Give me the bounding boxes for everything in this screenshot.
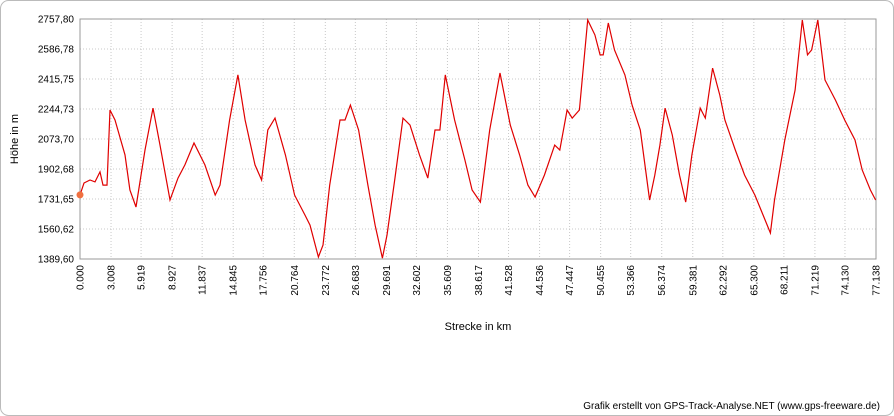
x-tick-label: 59.381 (688, 265, 699, 296)
y-tick-label: 1902,68 (38, 164, 75, 175)
start-marker (76, 191, 84, 199)
y-tick-label: 1389,60 (38, 255, 75, 266)
x-tick-label: 0.000 (76, 265, 87, 290)
x-tick-label: 23.772 (321, 265, 332, 296)
y-tick-label: 2073,70 (38, 135, 75, 146)
x-tick-label: 35.609 (443, 265, 454, 296)
y-tick-label: 2757,80 (38, 15, 75, 26)
plot-border (79, 18, 877, 260)
x-tick-label: 62.292 (718, 265, 729, 296)
x-tick-label: 71.219 (810, 265, 821, 296)
x-tick-label: 14.845 (229, 265, 240, 296)
y-tick-label: 1731,65 (38, 195, 75, 206)
x-tick-label: 8.927 (168, 265, 179, 290)
x-tick-label: 5.919 (137, 265, 148, 290)
x-tick-label: 17.756 (259, 265, 270, 296)
x-tick-label: 74.130 (840, 265, 851, 296)
x-tick-label: 65.300 (749, 265, 760, 296)
x-tick-label: 11.837 (198, 265, 209, 295)
x-tick-label: 32.602 (412, 265, 423, 296)
x-tick-label: 56.374 (657, 265, 668, 296)
x-tick-label: 50.455 (596, 265, 607, 296)
y-tick-label: 2586,78 (38, 44, 75, 55)
x-tick-label: 68.211 (779, 265, 790, 295)
footer: Grafik erstellt von GPS-Track-Analyse.NE… (583, 401, 880, 412)
y-axis-label: Höhe in m (9, 114, 21, 164)
x-tick-label: 53.366 (626, 265, 637, 296)
x-tick-label: 3.008 (107, 265, 118, 290)
x-axis-label: Strecke in km (445, 321, 512, 333)
x-tick-label: 29.691 (382, 265, 393, 296)
x-tick-label: 20.764 (290, 265, 301, 296)
y-tick-label: 2244,73 (38, 104, 75, 115)
x-tick-label: 77.138 (872, 265, 883, 296)
x-tick-label: 41.528 (504, 265, 515, 296)
x-tick-label: 47.447 (565, 265, 576, 296)
elevation-line (79, 17, 877, 259)
y-tick-label: 1560,62 (38, 225, 75, 236)
x-tick-label: 44.536 (535, 265, 546, 296)
y-tick-label: 2415,75 (38, 75, 75, 86)
x-tick-label: 26.683 (351, 265, 362, 296)
x-tick-label: 38.617 (474, 265, 485, 296)
